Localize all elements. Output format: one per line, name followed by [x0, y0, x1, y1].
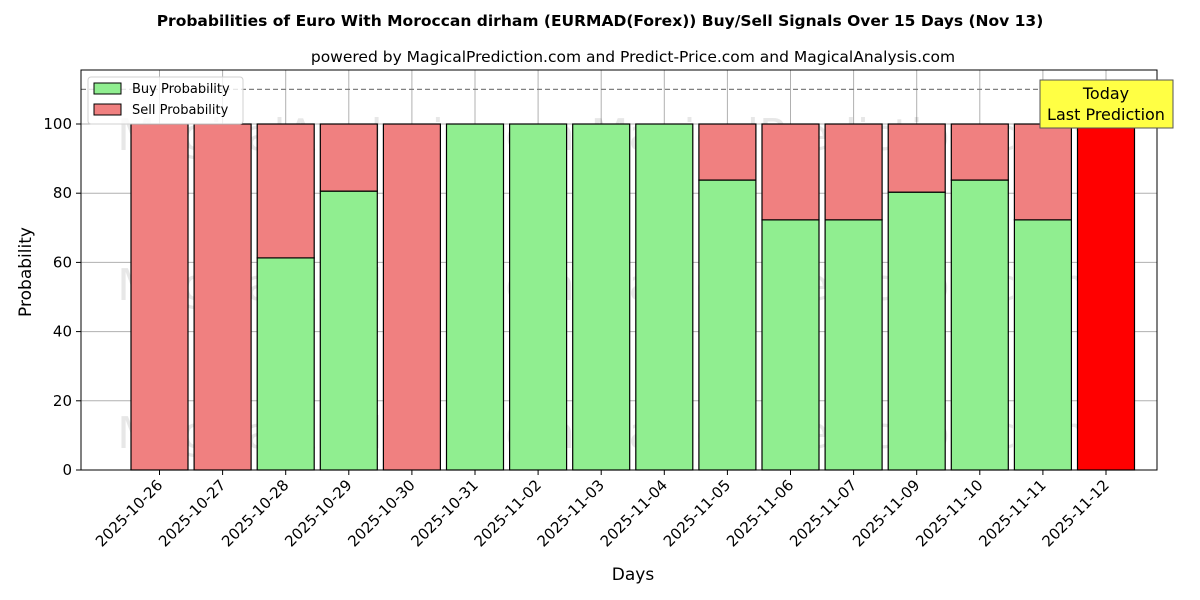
x-tick-label: 2025-11-02 [471, 476, 545, 550]
annotation-text: Today [1082, 84, 1129, 103]
y-tick-label: 100 [43, 115, 72, 133]
x-tick-label: 2025-11-03 [534, 476, 608, 550]
bar-buy [761, 219, 820, 471]
y-tick-label: 20 [53, 392, 72, 410]
bar-sell [950, 123, 1009, 181]
bar-buy [1013, 219, 1073, 471]
x-tick-label: 2025-10-26 [92, 476, 166, 550]
annotation-box [1039, 79, 1174, 129]
bar-buy [319, 190, 378, 471]
chart-title: Probabilities of Euro With Moroccan dirh… [157, 12, 1044, 30]
x-tick-label: 2025-11-05 [660, 476, 734, 550]
x-axis: 2025-10-262025-10-272025-10-282025-10-29… [92, 470, 1113, 550]
x-tick-label: 2025-11-12 [1038, 476, 1112, 550]
bar-buy [635, 123, 694, 471]
y-axis-label: Probability [16, 227, 36, 317]
bar-sell [130, 123, 189, 471]
today-annotation: Today Last Prediction [1039, 79, 1174, 129]
bar-sell [824, 123, 883, 221]
y-axis: 0 20 40 60 80 100 [43, 115, 81, 479]
bar-buy [887, 191, 946, 471]
y-tick-label: 0 [62, 461, 72, 479]
bar-sell [761, 123, 820, 221]
y-tick-label: 40 [53, 323, 72, 341]
x-tick-label: 2025-11-10 [912, 476, 986, 550]
bars [130, 123, 1136, 471]
bar-buy [824, 219, 883, 471]
x-tick-label: 2025-10-31 [407, 476, 481, 550]
bar-sell [256, 123, 315, 259]
x-tick-label: 2025-10-30 [344, 476, 418, 550]
annotation-text: Last Prediction [1047, 105, 1165, 124]
bar-buy [698, 179, 757, 471]
bar-buy [256, 257, 315, 471]
x-tick-label: 2025-10-29 [281, 476, 355, 550]
legend-label: Sell Probability [132, 103, 229, 118]
bar-sell [319, 123, 378, 192]
legend-swatch [93, 103, 122, 116]
x-tick-label: 2025-11-09 [849, 476, 923, 550]
legend-swatch [93, 82, 122, 95]
bar-buy [509, 123, 568, 471]
x-tick-label: 2025-11-11 [975, 476, 1049, 550]
bar-buy [950, 179, 1009, 471]
bar-today [1076, 123, 1136, 471]
x-axis-label: Days [612, 565, 655, 585]
x-tick-label: 2025-10-27 [155, 476, 229, 550]
legend: Buy Probability Sell Probability [87, 76, 244, 125]
bar-sell [1013, 123, 1073, 221]
chart-subtitle: powered by MagicalPrediction.com and Pre… [311, 48, 955, 66]
x-tick-label: 2025-11-06 [723, 476, 797, 550]
bar-sell [887, 123, 946, 193]
bar-sell [698, 123, 757, 181]
x-tick-label: 2025-11-04 [597, 476, 671, 550]
x-tick-label: 2025-11-07 [786, 476, 860, 550]
bar-sell [193, 123, 252, 471]
legend-box [87, 76, 244, 125]
plot-frame [80, 69, 1158, 471]
y-tick-label: 60 [53, 253, 72, 271]
legend-label: Buy Probability [132, 82, 230, 97]
bar-sell [382, 123, 441, 471]
y-tick-label: 80 [53, 184, 72, 202]
bar-buy [572, 123, 631, 471]
bar-buy [445, 123, 505, 471]
x-tick-label: 2025-10-28 [218, 476, 292, 550]
